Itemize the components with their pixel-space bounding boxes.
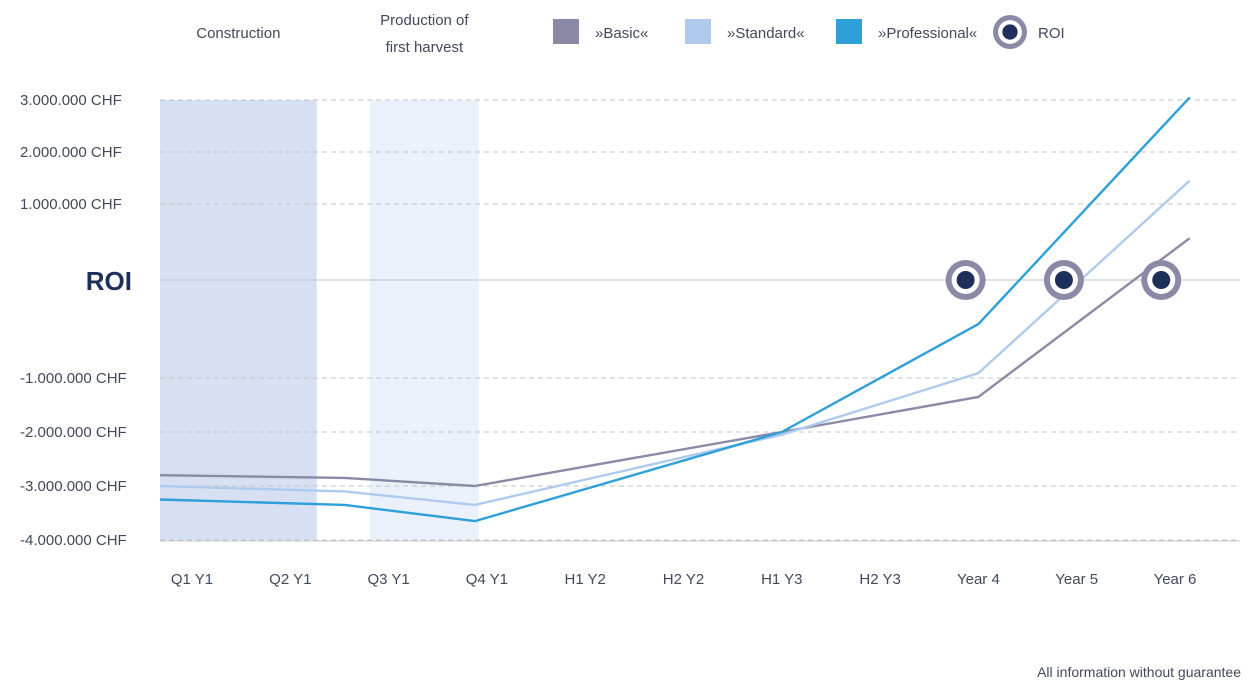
legend-item-0: »Basic« [553,19,648,44]
x-tick-label: Year 6 [1154,571,1197,588]
roi-point-1 [1043,260,1084,300]
x-tick-label: Year 4 [957,571,1000,588]
y-tick-label: -2.000.000 CHF [20,424,127,441]
x-tick-label: H1 Y2 [564,571,605,588]
x-tick-label: H2 Y3 [859,571,900,588]
x-tick-labels: Q1 Y1 Q2 Y1 Q3 Y1 Q4 Y1 H1 Y2 H2 Y2 H1 Y3 H2 Y3… [171,571,1197,588]
legend-label: »Basic« [595,25,648,42]
phase-band-label: Construction [196,25,280,42]
phase-band-label: Production of [380,12,469,29]
roi-point-0 [945,260,986,300]
legend-swatch [685,19,711,44]
footnote: All information without guarantee [1037,664,1241,680]
x-tick-label: H1 Y3 [761,571,802,588]
phase-band-0 [160,100,317,540]
legend-label: ROI [1038,25,1065,42]
x-tick-label: Year 5 [1055,571,1098,588]
series-line-2 [159,96,1191,523]
grid-lines [160,99,1240,542]
x-tick-label: H2 Y2 [663,571,704,588]
y-tick-label: 1.000.000 CHF [20,196,122,213]
legend-swatch [553,19,579,44]
y-tick-label: -3.000.000 CHF [20,478,127,495]
y-tick-label: 3.000.000 CHF [20,92,122,109]
series-line-1 [159,179,1191,507]
legend: »Basic« »Standard« »Professional« ROI [553,15,1065,49]
x-tick-label: Q1 Y1 [171,571,213,588]
legend-item-1: »Standard« [685,19,805,44]
phase-bands [160,100,479,540]
legend-label: »Professional« [878,25,977,42]
x-tick-label: Q3 Y1 [367,571,409,588]
legend-label: »Standard« [727,25,805,42]
legend-item-2: »Professional« [836,19,977,44]
roi-axis-label: ROI [86,266,132,296]
y-tick-label: -1.000.000 CHF [20,370,127,387]
phase-band-1 [369,100,479,540]
legend-swatch [836,19,862,44]
legend-roi-marker [993,15,1027,49]
x-tick-label: Q4 Y1 [466,571,508,588]
y-tick-labels: 3.000.000 CHF 2.000.000 CHF 1.000.000 CHF -… [20,92,127,549]
series-line-0 [159,237,1191,488]
y-tick-label: 2.000.000 CHF [20,144,122,161]
roi-markers [945,260,1182,300]
legend-item-roi: ROI [993,15,1065,49]
series-lines [159,96,1191,523]
roi-point-2 [1141,260,1182,300]
phase-band-labels: Construction Production of first harvest [196,12,469,56]
x-tick-label: Q2 Y1 [269,571,311,588]
y-tick-label: -4.000.000 CHF [20,532,127,549]
phase-band-label: first harvest [386,39,464,56]
